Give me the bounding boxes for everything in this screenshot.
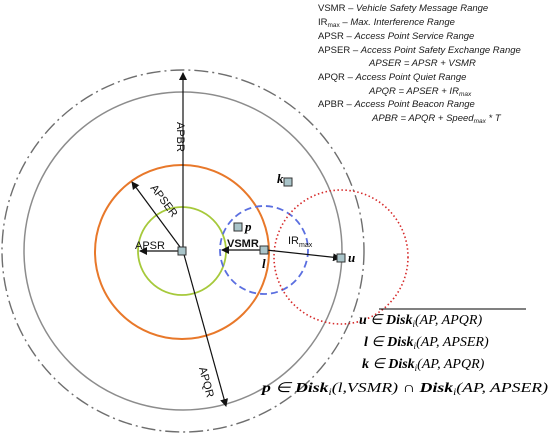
legend-apser-equation: APSER = APSR + VSMR (368, 58, 476, 69)
legend-apqr: APQR – Access Point Quiet Range (318, 72, 466, 83)
irmax-circle (273, 189, 409, 325)
formula-u: u ∈ Diski(AP, APQR) (359, 313, 482, 329)
access-point-node (177, 246, 187, 256)
node-p-label: p (244, 219, 252, 234)
vsmr-circle (219, 205, 309, 295)
apser-arrow (131, 181, 184, 252)
legend-vsmr: VSMR – Vehicle Safety Message Range (318, 3, 488, 14)
vehicle-p-node (233, 222, 243, 232)
irmax-label: IRmax (288, 235, 313, 249)
legend-apbr: APBR – Access Point Beacon Range (318, 99, 475, 110)
irmax-arrow (265, 249, 341, 262)
vsmr-label: VSMR (227, 238, 259, 250)
apbr-label: APBR (174, 122, 186, 152)
legend: VSMR – Vehicle Safety Message Range IRma… (318, 3, 521, 125)
membership-formulas: u ∈ Diski(AP, APQR) l ∈ Diski(AP, APSER)… (261, 308, 549, 397)
vehicle-k-node (283, 177, 293, 187)
vehicle-u-node (336, 253, 346, 263)
formula-k: k ∈ Diski(AP, APQR) (362, 357, 485, 373)
node-k-label: k (277, 171, 284, 186)
vehicle-l-node (259, 245, 269, 255)
legend-apsr: APSR – Access Point Service Range (318, 31, 474, 42)
legend-apbr-equation: APBR = APQR + Speedmax * T (371, 113, 502, 125)
apser-label: APSER (148, 183, 180, 220)
apbr-circle (1, 69, 365, 433)
apsr-label: APSR (135, 240, 165, 252)
node-l-label: l (262, 256, 266, 271)
apqr-label: APQR (196, 366, 216, 399)
legend-irmax: IRmax – Max. Interference Range (318, 17, 455, 29)
formula-p: p ∈ Disk i(l,VSMR) ∩ Disk i(AP, APSER) (261, 381, 549, 397)
node-u-label: u (348, 250, 355, 265)
apser-circle (94, 164, 270, 340)
formula-l: l ∈ Diski(AP, APSER) (364, 335, 489, 351)
legend-apqr-equation: APQR = APSER + IRmax (368, 86, 472, 98)
legend-apser: APSER – Access Point Safety Exchange Ran… (318, 45, 521, 56)
apqr-arrow (182, 250, 228, 407)
